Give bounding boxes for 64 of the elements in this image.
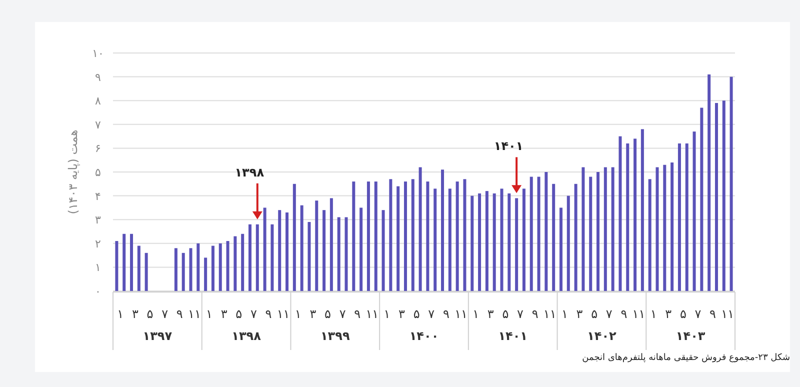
x-tick-label: ۱۱	[543, 307, 556, 321]
x-tick-label: ۷	[162, 307, 169, 321]
x-tick-label: ۷	[339, 307, 346, 321]
x-tick-label: ۱۱	[632, 307, 646, 321]
x-tick-label: ۹	[442, 307, 450, 321]
text: ۱۴۰۲	[587, 329, 618, 343]
x-tick-label: ۹	[354, 307, 361, 321]
y-tick-label: ۰	[95, 285, 101, 298]
x-tick-label: ۱۱	[366, 307, 379, 321]
x-tick-label: ۳	[576, 307, 584, 321]
x-tick-label: ۱۱	[276, 307, 290, 321]
x-tick-label: ۱	[650, 307, 657, 321]
x-tick-label: ۵	[680, 307, 686, 321]
x-tick-label: ۳	[487, 307, 494, 321]
y-axis-title: همت (پایه ۱۴۰۳)	[66, 130, 80, 214]
x-tick-label: ۱	[206, 307, 212, 321]
text: شکل ۲۳-مجموع فروش حقیقی ماهانه پلتفرم‌های انجمن	[582, 353, 790, 363]
y-tick-label: ۵	[95, 166, 102, 179]
y-tick-label: ۱	[95, 261, 101, 274]
text: ۱۳۹۹	[320, 329, 350, 343]
x-tick-label: ۵	[146, 307, 154, 321]
x-tick-label: ۷	[517, 307, 524, 321]
x-tick-label: ۹	[176, 307, 183, 321]
x-tick-label: ۷	[428, 307, 436, 321]
x-tick-label: ۳	[132, 307, 139, 321]
text: ۱۳۹۸	[232, 329, 262, 343]
x-tick-label: ۹	[710, 307, 716, 321]
x-tick-label: ۷	[250, 307, 258, 321]
y-tick-label: ۴	[95, 190, 102, 203]
x-tick-label: ۳	[665, 307, 672, 321]
y-tick-label: ۸	[95, 94, 102, 108]
x-tick-label: ۳	[398, 307, 406, 321]
x-tick-label: ۷	[606, 307, 613, 321]
text: ۱۴۰۰	[409, 329, 439, 343]
x-tick-label: ۱۱	[454, 307, 468, 321]
text: ۱۳۹۷	[142, 329, 173, 343]
y-tick-label: ۹	[95, 70, 102, 84]
x-tick-label: ۱	[472, 307, 480, 321]
x-tick-label: ۹	[532, 307, 538, 321]
x-tick-label: ۳	[310, 307, 317, 321]
x-tick-label: ۳	[220, 307, 228, 321]
x-tick-label: ۱۱	[188, 307, 201, 321]
y-tick-label: ۱۰	[92, 47, 104, 60]
x-tick-label: ۹	[265, 307, 272, 321]
y-tick-label: ۳	[95, 214, 102, 227]
x-tick-label: ۵	[324, 307, 331, 321]
annotation: ۱۳۹۸	[234, 165, 265, 180]
x-tick-label: ۱	[294, 307, 302, 321]
x-tick-label: ۵	[591, 307, 598, 321]
x-tick-label: ۷	[694, 307, 702, 321]
x-tick-label: ۵	[236, 307, 242, 321]
x-tick-label: ۹	[620, 307, 628, 321]
annotation: ۱۴۰۱	[494, 139, 524, 154]
x-tick-label: ۱	[384, 307, 390, 321]
y-tick-label: ۷	[95, 118, 102, 132]
text: ۱۴۰۱	[498, 329, 528, 343]
y-tick-label: ۲	[95, 237, 102, 250]
x-tick-label: ۵	[413, 307, 420, 321]
x-tick-label: ۱	[561, 307, 568, 321]
text: ۱۴۰۳	[676, 329, 706, 343]
x-tick-label: ۱۱	[721, 307, 734, 321]
x-tick-label: ۱	[117, 307, 124, 321]
y-tick-label: ۶	[95, 142, 101, 156]
x-tick-label: ۵	[502, 307, 509, 321]
